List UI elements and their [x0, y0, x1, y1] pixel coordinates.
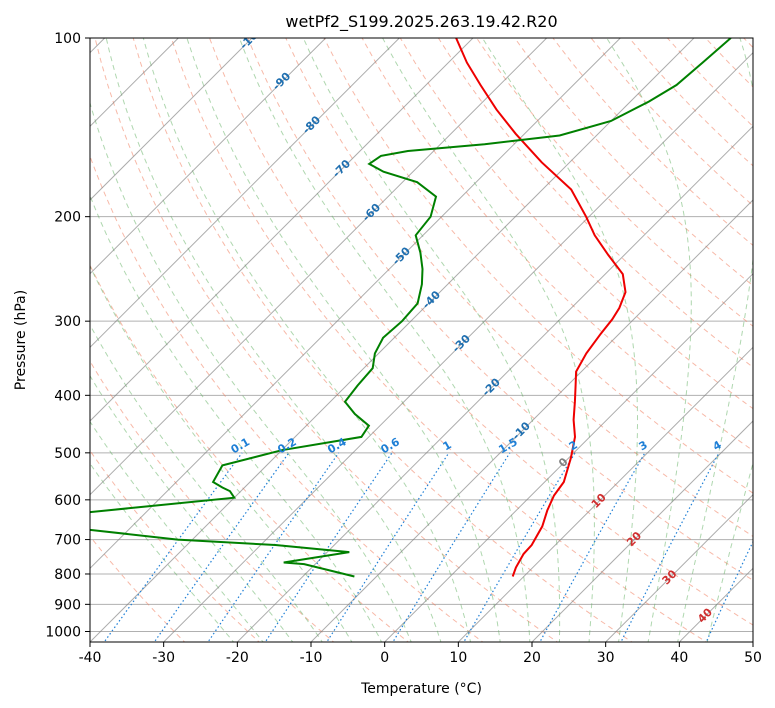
y-tick-label: 800 — [54, 567, 81, 583]
dry-adiabat-line — [743, 38, 753, 49]
isotherm-line — [531, 420, 753, 642]
dry-adiabat-line — [132, 38, 633, 642]
x-tick-label: 10 — [449, 650, 467, 666]
moist-adiabat-line — [90, 374, 294, 642]
isotherm-line — [90, 38, 548, 496]
y-tick-label: 200 — [54, 210, 81, 226]
isotherm-line — [90, 38, 400, 349]
mixing-ratio-line — [539, 452, 646, 642]
dry-adiabat-line — [90, 154, 484, 642]
y-tick-label: 100 — [54, 31, 81, 47]
mixing-ratio-label: 1 — [441, 438, 454, 453]
y-tick-label: 300 — [54, 314, 81, 330]
x-tick-label: 50 — [744, 650, 762, 666]
x-tick-label: 20 — [523, 650, 541, 666]
y-tick-label: 500 — [54, 446, 81, 462]
dry-adiabat-line — [437, 38, 753, 368]
isotherm-label: 10 — [589, 491, 609, 511]
isotherm-line — [383, 272, 753, 642]
mixing-ratio-line — [103, 452, 243, 642]
isotherm-line — [162, 51, 753, 642]
isotherm-line — [236, 125, 753, 642]
mixing-ratio-label: 3 — [637, 438, 650, 453]
background-lines — [90, 38, 753, 642]
profile-lines — [90, 38, 732, 578]
mixing-ratio-line — [392, 452, 511, 642]
x-tick-label: -40 — [79, 650, 102, 666]
y-axis-label: Pressure (hPa) — [13, 290, 29, 390]
isotherm-line — [90, 38, 327, 275]
moist-adiabat-line — [90, 265, 353, 642]
chart-title: wetPf2_S199.2025.263.19.42.R20 — [285, 12, 557, 32]
mixing-ratio-label: 4 — [711, 438, 724, 453]
isotherm-line — [752, 641, 753, 642]
moist-adiabat-line — [302, 38, 561, 642]
mixing-ratio-line — [153, 452, 290, 642]
moist-adiabat-line — [90, 323, 323, 642]
y-tick-label: 700 — [54, 533, 81, 549]
mixing-ratio-line — [326, 452, 450, 642]
y-tick-label: 600 — [54, 493, 81, 509]
isotherm-line — [310, 199, 753, 642]
y-axis-ticks: 100 200 300 400 500 600 700 800 900 1000 — [45, 31, 90, 641]
moist-adiabat-line — [481, 38, 638, 642]
isotherm-line — [90, 38, 253, 201]
dry-adiabat-line — [514, 38, 753, 287]
dry-adiabat-line — [170, 38, 708, 642]
moist-adiabat-line — [382, 38, 595, 642]
dry-adiabat-line — [476, 38, 753, 327]
x-tick-label: 30 — [597, 650, 615, 666]
mixing-ratio-line — [207, 452, 340, 642]
dry-adiabat-line — [94, 38, 559, 642]
x-tick-label: 40 — [670, 650, 688, 666]
plot-frame — [89, 37, 754, 643]
dry-adiabat-line — [285, 38, 753, 538]
x-tick-label: -10 — [300, 650, 323, 666]
x-axis-label: Temperature (°C) — [360, 681, 482, 697]
dry-adiabat-line — [399, 38, 753, 410]
dry-adiabat-line — [90, 535, 186, 642]
moist-adiabat-line — [238, 38, 531, 642]
dry-adiabat-line — [667, 38, 753, 127]
isotherm-line — [604, 493, 753, 642]
moist-adiabat-line — [186, 38, 501, 642]
dewpoint-profile-line — [90, 38, 732, 578]
mixing-ratio-line — [264, 452, 393, 642]
mixing-ratio-label: 2 — [567, 438, 580, 453]
temperature-profile-line — [455, 38, 627, 577]
dry-adiabat-line — [90, 449, 260, 642]
x-tick-label: -20 — [226, 650, 249, 666]
dry-adiabat-line — [90, 360, 335, 642]
dry-adiabat-line — [90, 264, 409, 642]
y-tick-label: 400 — [54, 388, 81, 404]
y-tick-label: 900 — [54, 597, 81, 613]
dry-adiabat-line — [247, 38, 753, 581]
isotherm-line — [90, 38, 474, 422]
moist-adiabat-line — [90, 420, 264, 642]
moist-adiabat-line — [105, 38, 442, 642]
mixing-ratio-line — [705, 540, 753, 642]
isotherm-line — [457, 346, 753, 642]
x-tick-label: -30 — [152, 650, 175, 666]
y-tick-label: 1000 — [45, 625, 81, 641]
moist-adiabat-line — [90, 462, 235, 642]
isotherm-line — [678, 567, 753, 642]
isotherm-line — [90, 38, 621, 570]
x-axis-ticks: -40 -30 -20 -10 0 10 20 30 40 50 — [79, 642, 762, 666]
moist-adiabat-line — [606, 38, 692, 642]
moist-adiabat-line — [142, 38, 472, 642]
moist-adiabat-line — [90, 194, 383, 642]
x-tick-label: 0 — [380, 650, 389, 666]
isotherm-line — [90, 38, 695, 642]
